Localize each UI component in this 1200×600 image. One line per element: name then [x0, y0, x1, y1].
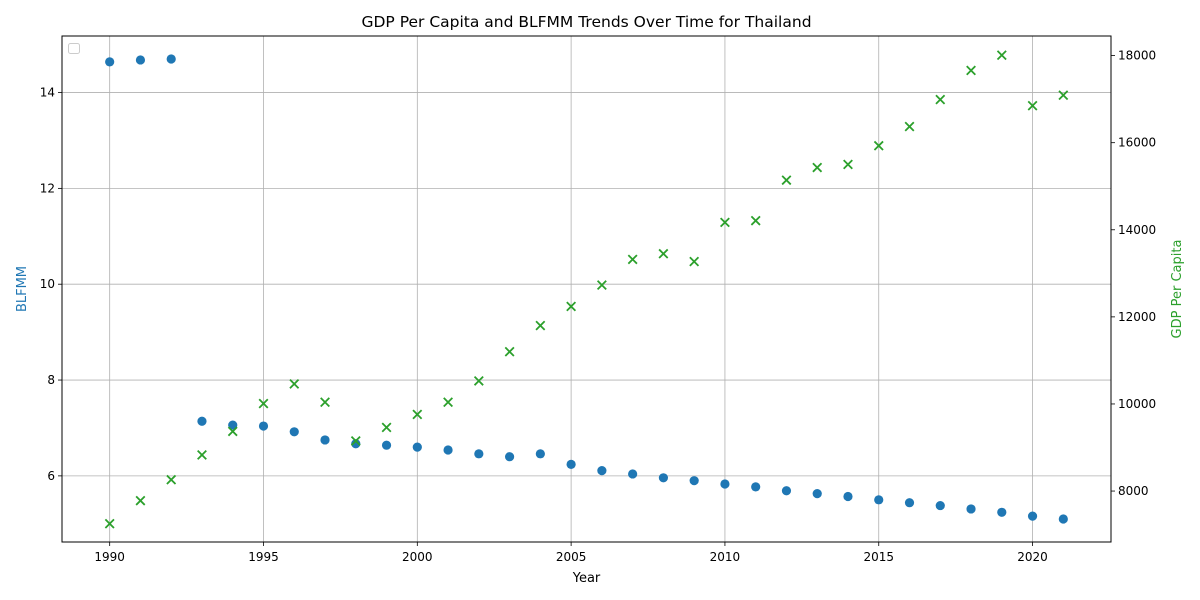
gdp-point [197, 449, 207, 460]
gdp-point [935, 94, 946, 105]
gdp-point [873, 140, 884, 151]
x-axis-title: Year [572, 571, 601, 586]
gdp-point [966, 65, 976, 76]
gdp-point [473, 375, 484, 386]
y-left-tick-label: 6 [47, 469, 55, 483]
y-left-tick-label: 8 [47, 373, 55, 387]
y-left-tick-label: 12 [40, 181, 55, 195]
blfmm-point [1058, 514, 1068, 524]
x-tick-label: 2005 [556, 550, 587, 564]
gdp-point [750, 215, 761, 226]
gdp-point [843, 159, 853, 170]
y-right-tick-label: 8000 [1118, 484, 1149, 498]
blfmm-point [228, 420, 238, 430]
blfmm-point [935, 500, 945, 511]
x-tick-label: 1990 [94, 550, 125, 564]
gdp-point [1058, 90, 1069, 101]
gdp-point [320, 397, 330, 408]
y-left-tick-label: 10 [40, 277, 55, 291]
gdp-point [719, 217, 730, 228]
blfmm-point [166, 54, 176, 64]
blfmm-point [720, 479, 730, 489]
blfmm-point [966, 504, 976, 514]
gdp-point [812, 162, 823, 173]
blfmm-point [412, 442, 422, 452]
blfmm-point [320, 435, 330, 445]
gdp-point [689, 256, 700, 267]
gdp-point [596, 280, 607, 291]
gdp-point [904, 121, 915, 132]
blfmm-point [504, 452, 515, 462]
x-tick-label: 2015 [863, 550, 894, 564]
blfmm-point [258, 421, 269, 431]
y-left-tick-label: 14 [40, 86, 55, 100]
gdp-point [412, 409, 423, 420]
blfmm-point [751, 482, 761, 492]
x-tick-label: 2010 [710, 550, 741, 564]
blfmm-point [289, 427, 299, 437]
blfmm-point [628, 469, 638, 479]
blfmm-point [351, 439, 361, 449]
x-tick-label: 2000 [402, 550, 433, 564]
blfmm-point [597, 466, 607, 476]
gdp-point [166, 474, 177, 485]
y-right-tick-label: 10000 [1118, 397, 1156, 411]
y-right-tick-label: 16000 [1118, 136, 1156, 150]
gdp-point [227, 426, 238, 437]
blfmm-point [812, 489, 822, 499]
y-right-tick-label: 18000 [1118, 49, 1156, 63]
gdp-point [443, 397, 454, 408]
x-tick-label: 1995 [248, 550, 279, 564]
blfmm-point [874, 495, 884, 505]
gdp-point [258, 398, 269, 409]
blfmm-point [197, 416, 207, 426]
blfmm-point [443, 445, 453, 455]
blfmm-point [474, 449, 484, 459]
y-right-tick-label: 12000 [1118, 310, 1156, 324]
y-left-axis-title: BLFMM [15, 266, 30, 312]
axis-ticks: 1990 1995 2000 2005 2010 2015 2020 6 8 10 12 14 8000… [40, 49, 1156, 564]
gdp-point [504, 346, 515, 357]
gdp-point [627, 254, 638, 265]
plot-frame [61, 35, 1112, 543]
gdp-point [566, 301, 577, 312]
grid [62, 36, 1111, 542]
blfmm-point [997, 507, 1007, 517]
blfmm-point [381, 440, 392, 450]
gdp-point [1027, 100, 1038, 111]
gdp-point [781, 175, 792, 186]
blfmm-point [843, 491, 853, 502]
gdp-point [289, 378, 300, 389]
y-right-axis-title: GDP Per Capita [1170, 240, 1185, 339]
gdp-series [104, 50, 1069, 529]
blfmm-point [566, 459, 576, 469]
blfmm-point [1027, 511, 1038, 521]
gdp-point [350, 436, 361, 446]
blfmm-point [689, 476, 699, 486]
gdp-point [658, 248, 669, 259]
blfmm-point [658, 473, 669, 483]
chart-title: GDP Per Capita and BLFMM Trends Over Tim… [361, 13, 811, 31]
blfmm-point [105, 57, 115, 67]
blfmm-point [535, 449, 545, 459]
gdp-point [135, 495, 146, 506]
legend-box [68, 43, 80, 54]
blfmm-point [904, 498, 915, 508]
gdp-point [104, 518, 115, 529]
x-tick-label: 2020 [1017, 550, 1048, 564]
gdp-point [535, 320, 546, 331]
blfmm-series [105, 54, 1068, 524]
blfmm-point [781, 486, 792, 496]
y-right-tick-label: 14000 [1118, 223, 1156, 237]
gdp-point [381, 422, 392, 433]
blfmm-point [135, 55, 146, 65]
gdp-point [996, 50, 1007, 61]
